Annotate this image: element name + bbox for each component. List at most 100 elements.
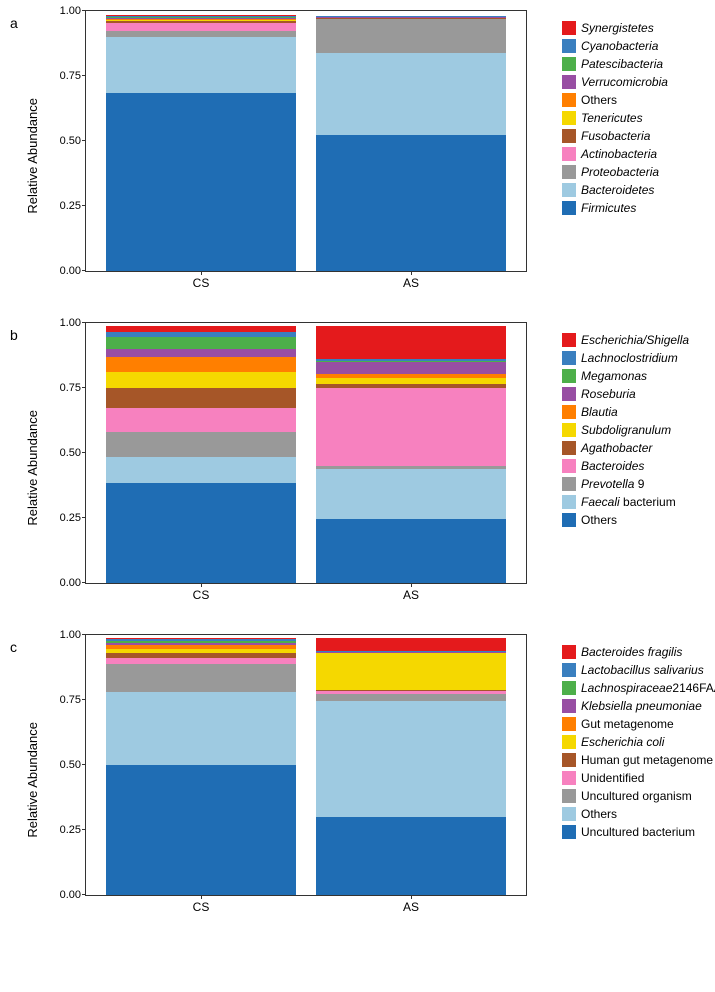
legend-label: Proteobacteria <box>581 164 659 180</box>
legend-swatch <box>562 21 576 35</box>
chart-wrap: Relative Abundance0.000.250.500.751.00CS… <box>25 10 542 302</box>
segment <box>106 17 296 18</box>
legend-label: Gut metagenome <box>581 716 674 732</box>
legend-swatch <box>562 459 576 473</box>
segment <box>106 19 296 20</box>
segment <box>316 53 506 135</box>
x-tick-mark <box>201 271 202 275</box>
legend-swatch <box>562 93 576 107</box>
legend-label: Uncultured bacterium <box>581 824 695 840</box>
legend-item: Prevotella 9 <box>562 476 689 492</box>
chart-wrap: Relative Abundance0.000.250.500.751.00CS… <box>25 322 542 614</box>
legend-swatch <box>562 477 576 491</box>
segment <box>106 332 296 337</box>
legend-swatch <box>562 111 576 125</box>
y-tick-label: 0.00 <box>60 889 81 901</box>
y-tick-label: 1.00 <box>60 629 81 641</box>
legend-label: Others <box>581 92 617 108</box>
legend-label: Lachnoclostridium <box>581 350 678 366</box>
segment <box>106 388 296 407</box>
segment <box>106 20 296 21</box>
legend-swatch <box>562 513 576 527</box>
segment <box>106 658 296 663</box>
legend-item: Verrucomicrobia <box>562 74 668 90</box>
panel-label: c <box>10 634 25 655</box>
segment <box>316 519 506 583</box>
segment <box>106 93 296 271</box>
segment <box>316 638 506 651</box>
y-tick-mark <box>82 387 86 388</box>
legend-label: Megamonas <box>581 368 647 384</box>
legend-label: Human gut metagenome <box>581 752 713 768</box>
legend-swatch <box>562 129 576 143</box>
panel-a: aRelative Abundance0.000.250.500.751.00C… <box>10 10 715 302</box>
y-tick-label: 0.25 <box>60 824 81 836</box>
segment <box>316 653 506 689</box>
segment <box>316 817 506 895</box>
legend-item: Lachnospiraceae2146FAA <box>562 680 715 696</box>
legend: Bacteroides fragilis Lactobacillus saliva… <box>562 634 715 842</box>
x-axis: CSAS <box>86 583 526 608</box>
legend-swatch <box>562 405 576 419</box>
legend-swatch <box>562 735 576 749</box>
legend-item: Proteobacteria <box>562 164 668 180</box>
y-tick-label: 0.50 <box>60 759 81 771</box>
segment <box>106 638 296 639</box>
legend-item: Subdoligranulum <box>562 422 689 438</box>
y-tick-label: 0.50 <box>60 447 81 459</box>
y-axis-label: Relative Abundance <box>25 722 40 838</box>
y-axis: 0.000.250.500.751.00 <box>46 11 86 271</box>
legend-item: Faecali bacterium <box>562 494 689 510</box>
legend-label: Fusobacteria <box>581 128 650 144</box>
segment <box>106 641 296 643</box>
chart-area: 0.000.250.500.751.00CSAS <box>85 10 527 272</box>
legend-label: Bacteroides <box>581 458 644 474</box>
bar-CS <box>106 638 296 895</box>
legend-swatch <box>562 147 576 161</box>
segment <box>106 326 296 332</box>
segment <box>106 21 296 23</box>
x-tick-label: AS <box>403 276 419 290</box>
legend-item: Synergistetes <box>562 20 668 36</box>
bar-CS <box>106 15 296 271</box>
segment <box>316 652 506 653</box>
legend-label: Others <box>581 806 617 822</box>
chart-box: 0.000.250.500.751.00CSAS <box>85 10 527 272</box>
legend-swatch <box>562 57 576 71</box>
segment <box>316 691 506 694</box>
legend-item: Others <box>562 92 668 108</box>
legend-label: Lachnospiraceae2146FAA <box>581 680 715 696</box>
legend-label: Subdoligranulum <box>581 422 671 438</box>
segment <box>106 664 296 693</box>
y-tick-mark <box>82 764 86 765</box>
segment <box>316 135 506 271</box>
y-axis: 0.000.250.500.751.00 <box>46 323 86 583</box>
x-tick-label: CS <box>193 276 210 290</box>
chart-area: 0.000.250.500.751.00CSAS <box>85 634 527 896</box>
legend-item: Lactobacillus salivarius <box>562 662 715 678</box>
legend-item: Klebsiella pneumoniae <box>562 698 715 714</box>
legend-item: Bacteroidetes <box>562 182 668 198</box>
legend-label: Escherichia coli <box>581 734 664 750</box>
legend-label: Blautia <box>581 404 618 420</box>
segment <box>106 645 296 649</box>
bar-AS <box>316 638 506 895</box>
legend-swatch <box>562 717 576 731</box>
segment <box>316 466 506 469</box>
segment <box>316 374 506 378</box>
legend-label: Bacteroides fragilis <box>581 644 682 660</box>
legend-item: Agathobacter <box>562 440 689 456</box>
legend-label: Bacteroidetes <box>581 182 654 198</box>
legend-swatch <box>562 789 576 803</box>
legend-item: Uncultured organism <box>562 788 715 804</box>
legend-item: Patescibacteria <box>562 56 668 72</box>
legend-swatch <box>562 663 576 677</box>
legend-item: Megamonas <box>562 368 689 384</box>
legend-swatch <box>562 351 576 365</box>
bar-AS <box>316 326 506 583</box>
chart-box: 0.000.250.500.751.00CSAS <box>85 634 527 896</box>
legend-swatch <box>562 39 576 53</box>
segment <box>106 457 296 483</box>
legend-item: Actinobacteria <box>562 146 668 162</box>
y-tick-mark <box>82 205 86 206</box>
